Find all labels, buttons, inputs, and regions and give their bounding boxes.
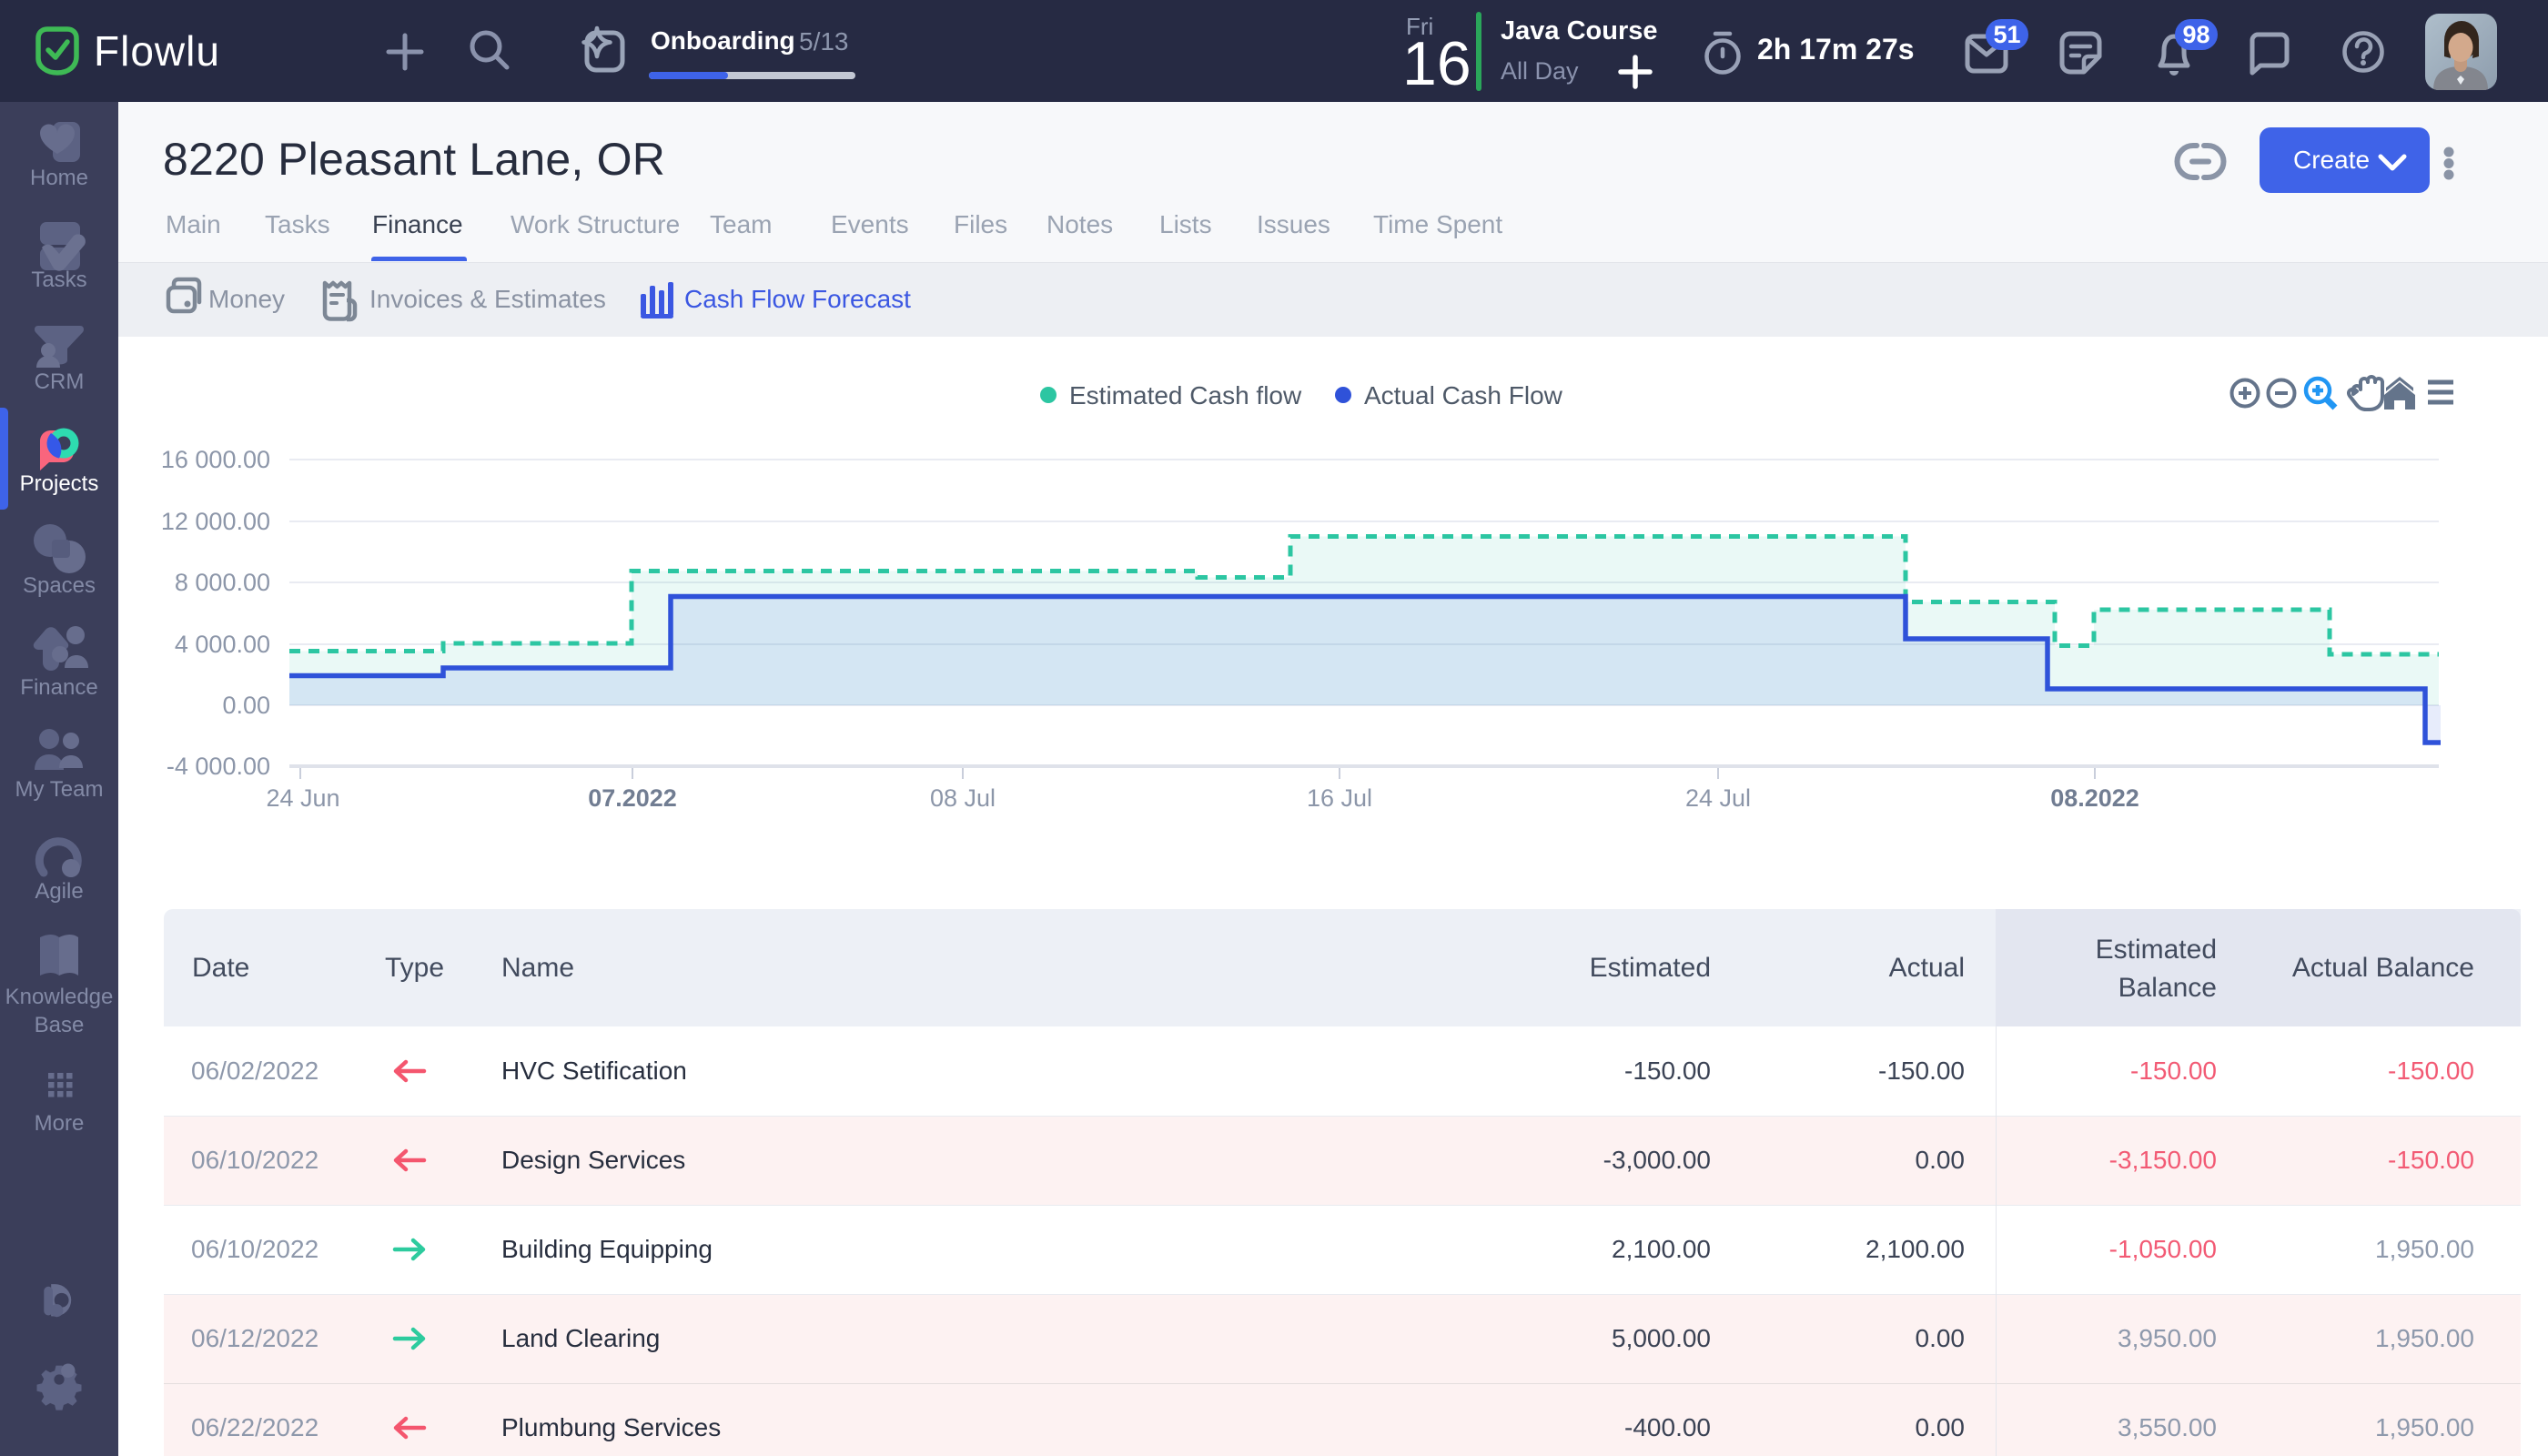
- svg-text:24 Jun: 24 Jun: [266, 784, 339, 812]
- svg-text:-4 000.00: -4 000.00: [167, 753, 270, 780]
- svg-text:Estimated Cash flow: Estimated Cash flow: [1069, 381, 1302, 410]
- svg-text:16 Jul: 16 Jul: [1307, 784, 1372, 812]
- svg-text:Actual Cash Flow: Actual Cash Flow: [1364, 381, 1563, 410]
- svg-text:12 000.00: 12 000.00: [161, 508, 270, 535]
- svg-text:4 000.00: 4 000.00: [175, 631, 270, 658]
- svg-text:0.00: 0.00: [222, 692, 270, 719]
- svg-text:8 000.00: 8 000.00: [175, 569, 270, 596]
- svg-text:08 Jul: 08 Jul: [930, 784, 996, 812]
- svg-text:08.2022: 08.2022: [2050, 784, 2139, 812]
- svg-text:07.2022: 07.2022: [588, 784, 677, 812]
- svg-text:16 000.00: 16 000.00: [161, 446, 270, 473]
- svg-text:24 Jul: 24 Jul: [1685, 784, 1751, 812]
